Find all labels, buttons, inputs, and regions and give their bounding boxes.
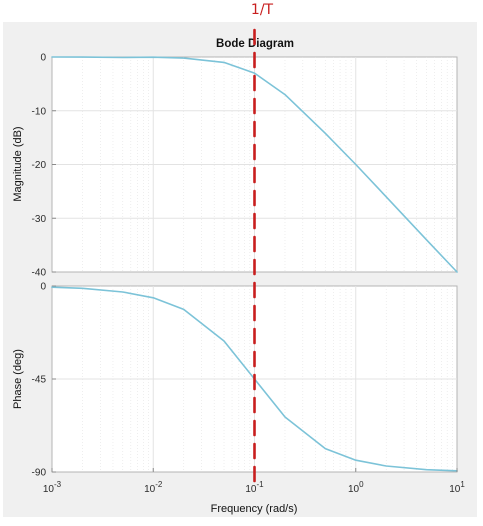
corner-frequency-annotation: 1/T [251, 2, 274, 490]
frequency-axis-label: Frequency (rad/s) [211, 503, 298, 515]
x-tick-label: 101 [449, 480, 465, 495]
y-tick-label: 0 [40, 282, 46, 293]
phase-panel: 0 -45 -90 Phase (deg) [12, 282, 458, 479]
y-tick-label: -20 [32, 160, 47, 171]
x-tick-label: 10-3 [43, 480, 62, 495]
y-tick-label: -30 [32, 214, 47, 225]
x-tick-label: 10-2 [144, 480, 163, 495]
x-tick-label: 100 [348, 480, 364, 495]
y-tick-label: -90 [32, 468, 47, 479]
magnitude-series [51, 56, 458, 273]
y-tick-label: -10 [32, 106, 47, 117]
phase-axis-label: Phase (deg) [12, 349, 24, 409]
y-tick-label: -45 [32, 375, 47, 386]
y-tick-label: -40 [32, 268, 47, 279]
frequency-tick-labels: 10-3 10-2 10-1 100 101 [43, 468, 465, 495]
corner-frequency-label: 1/T [251, 2, 274, 18]
magnitude-panel: 0 -10 -20 -30 -40 Magnitude (dB) [12, 53, 458, 279]
x-tick-label: 10-1 [245, 480, 264, 495]
series-line [51, 56, 458, 273]
y-tick-label: 0 [40, 53, 46, 64]
magnitude-axis-label: Magnitude (dB) [12, 126, 24, 201]
phase-y-tick-labels: 0 -45 -90 [32, 282, 56, 479]
